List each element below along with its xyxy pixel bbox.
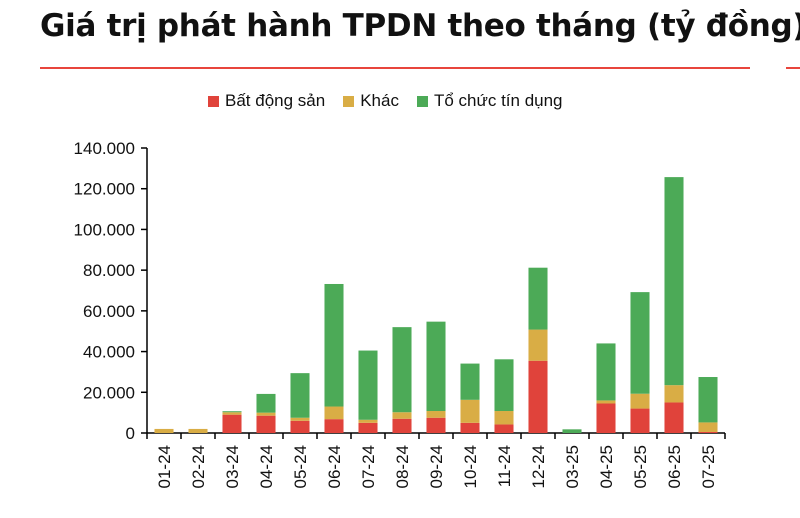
x-tick-label: 08-24 bbox=[393, 445, 412, 488]
bar-segment-to-chuc-tin-dung bbox=[460, 363, 480, 400]
legend-swatch-khac bbox=[343, 95, 355, 107]
y-tick-label: 80.000 bbox=[83, 261, 135, 280]
bar-segment-khac bbox=[460, 399, 480, 423]
bar-segment-khac bbox=[154, 428, 174, 433]
bar-segment-to-chuc-tin-dung bbox=[392, 327, 412, 413]
x-tick-label: 04-24 bbox=[257, 445, 276, 488]
bar-segment-to-chuc-tin-dung bbox=[596, 343, 616, 401]
bar-segment-to-chuc-tin-dung bbox=[664, 177, 684, 386]
x-tick-label: 05-25 bbox=[631, 445, 650, 488]
bar-segment-khac bbox=[324, 406, 344, 420]
bar-segment-khac bbox=[222, 412, 242, 415]
legend-item-to-chuc-tin-dung: Tổ chức tín dụng bbox=[416, 91, 563, 111]
y-tick-label: 40.000 bbox=[83, 343, 135, 362]
x-tick-label: 07-25 bbox=[699, 445, 718, 488]
x-tick-label: 06-25 bbox=[665, 445, 684, 488]
bar-segment-bat-dong-san bbox=[596, 403, 616, 433]
chart-title: Giá trị phát hành TPDN theo tháng (tỷ đồ… bbox=[40, 8, 800, 44]
bar-segment-khac bbox=[528, 329, 548, 361]
bar-segment-to-chuc-tin-dung bbox=[494, 359, 514, 412]
y-tick-label: 0 bbox=[126, 424, 135, 443]
bar-segment-khac bbox=[256, 412, 276, 416]
bar-segment-khac bbox=[596, 400, 616, 404]
x-tick-label: 03-24 bbox=[223, 445, 242, 488]
bar-segment-khac bbox=[392, 412, 412, 419]
legend-swatch-bat-dong-san bbox=[208, 95, 219, 107]
bar-segment-to-chuc-tin-dung bbox=[698, 377, 718, 423]
bar-segment-bat-dong-san bbox=[222, 414, 242, 433]
x-tick-label: 05-24 bbox=[291, 445, 310, 488]
legend-swatch-to-chuc-tin-dung bbox=[416, 95, 428, 107]
bar-segment-to-chuc-tin-dung bbox=[630, 292, 650, 394]
bar-segment-bat-dong-san bbox=[460, 422, 480, 433]
bar-segment-bat-dong-san bbox=[664, 402, 684, 433]
legend-item-khac: Khác bbox=[343, 91, 399, 111]
bar-segment-bat-dong-san bbox=[290, 420, 310, 433]
bar-segment-khac bbox=[630, 393, 650, 409]
bar-segment-to-chuc-tin-dung bbox=[256, 393, 276, 413]
y-tick-label: 20.000 bbox=[83, 383, 135, 402]
bar-segment-khac bbox=[290, 417, 310, 421]
legend-label-to-chuc-tin-dung: Tổ chức tín dụng bbox=[433, 91, 563, 110]
bar-segment-bat-dong-san bbox=[324, 419, 344, 433]
x-tick-label: 03-25 bbox=[563, 445, 582, 488]
bar-segment-to-chuc-tin-dung bbox=[528, 267, 548, 330]
bar-segment-bat-dong-san bbox=[426, 417, 446, 433]
bar-segment-khac bbox=[358, 419, 378, 423]
y-tick-label: 140.000 bbox=[74, 139, 135, 158]
x-tick-label: 09-24 bbox=[427, 445, 446, 488]
bar-segment-bat-dong-san bbox=[698, 431, 718, 433]
x-tick-label: 04-25 bbox=[597, 445, 616, 488]
legend-label-bat-dong-san: Bất động sản bbox=[225, 91, 326, 110]
bar-segment-khac bbox=[188, 428, 208, 433]
legend-label-khac: Khác bbox=[360, 91, 399, 110]
bar-segment-bat-dong-san bbox=[630, 408, 650, 433]
x-tick-label: 06-24 bbox=[325, 445, 344, 488]
x-tick-label: 01-24 bbox=[155, 445, 174, 488]
bar-segment-to-chuc-tin-dung bbox=[562, 429, 582, 433]
x-tick-label: 12-24 bbox=[529, 445, 548, 488]
bar-segment-bat-dong-san bbox=[494, 424, 514, 433]
bar-segment-khac bbox=[664, 385, 684, 403]
title-underline bbox=[40, 67, 750, 69]
bar-segment-to-chuc-tin-dung bbox=[358, 350, 378, 420]
bar-segment-bat-dong-san bbox=[392, 418, 412, 433]
x-tick-label: 02-24 bbox=[189, 445, 208, 488]
bar-segment-to-chuc-tin-dung bbox=[290, 373, 310, 418]
bar-segment-bat-dong-san bbox=[256, 415, 276, 433]
bar-segment-to-chuc-tin-dung bbox=[222, 411, 242, 413]
x-tick-label: 10-24 bbox=[461, 445, 480, 488]
x-tick-label: 11-24 bbox=[495, 445, 514, 487]
bar-segment-khac bbox=[494, 411, 514, 425]
bar-segment-to-chuc-tin-dung bbox=[426, 321, 446, 412]
bar-segment-khac bbox=[698, 422, 718, 432]
bar-segment-bat-dong-san bbox=[358, 422, 378, 433]
legend: Bất động sản Khác Tổ chức tín dụng bbox=[208, 91, 563, 111]
y-tick-label: 120.000 bbox=[74, 180, 135, 199]
y-tick-label: 100.000 bbox=[74, 220, 135, 239]
bar-segment-khac bbox=[426, 411, 446, 418]
bar-segment-bat-dong-san bbox=[528, 360, 548, 433]
x-tick-label: 07-24 bbox=[359, 445, 378, 488]
legend-item-bat-dong-san: Bất động sản bbox=[208, 91, 325, 111]
y-tick-label: 60.000 bbox=[83, 302, 135, 321]
bar-segment-to-chuc-tin-dung bbox=[324, 283, 344, 407]
title-underline-tail bbox=[786, 67, 800, 69]
